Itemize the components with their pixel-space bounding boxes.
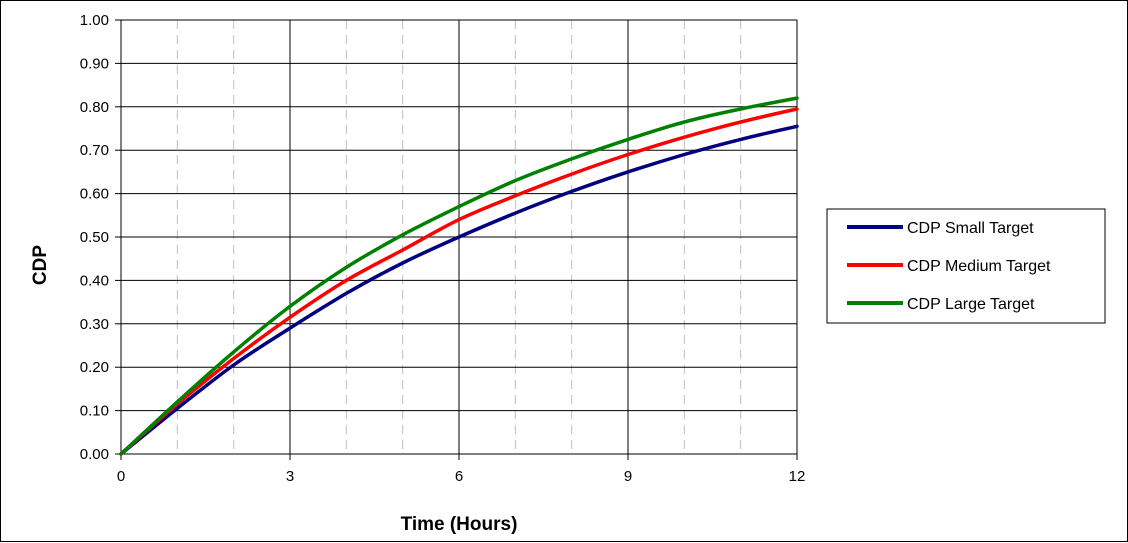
- y-tick-label: 0.00: [80, 446, 109, 463]
- y-tick-label: 1.00: [80, 12, 109, 29]
- grid-layer: [121, 19, 798, 454]
- axis-layer: 0.00 0.10 0.20 0.30 0.40 0.50 0.60 0.70 0.80 0.90…: [80, 12, 806, 485]
- y-tick-label: 0.50: [80, 229, 109, 246]
- y-tick-label: 0.40: [80, 272, 109, 289]
- y-tick-label: 0.60: [80, 186, 109, 203]
- y-tick-label: 0.90: [80, 55, 109, 72]
- series-line-small: [119, 124, 799, 456]
- series-layer: [119, 96, 799, 456]
- x-tick-label: 12: [789, 468, 806, 485]
- y-tick-label: 0.80: [80, 99, 109, 116]
- legend-label-medium: CDP Medium Target: [907, 258, 1051, 275]
- x-tick-label: 9: [624, 468, 632, 485]
- x-tick-label: 3: [286, 468, 294, 485]
- x-axis-title: Time (Hours): [401, 514, 518, 535]
- y-axis-title: CDP: [30, 245, 51, 285]
- legend-label-small: CDP Small Target: [907, 220, 1034, 237]
- x-tick-label: 6: [455, 468, 463, 485]
- series-line-large: [119, 96, 799, 456]
- series-line-medium: [119, 107, 799, 456]
- legend-label-large: CDP Large Target: [907, 296, 1035, 313]
- y-tick-label: 0.70: [80, 142, 109, 159]
- y-tick-label: 0.30: [80, 316, 109, 333]
- legend: CDP Small Target CDP Medium Target CDP Lar…: [826, 208, 1106, 324]
- y-tick-label: 0.20: [80, 359, 109, 376]
- x-tick-label: 0: [117, 468, 125, 485]
- y-tick-label: 0.10: [80, 403, 109, 420]
